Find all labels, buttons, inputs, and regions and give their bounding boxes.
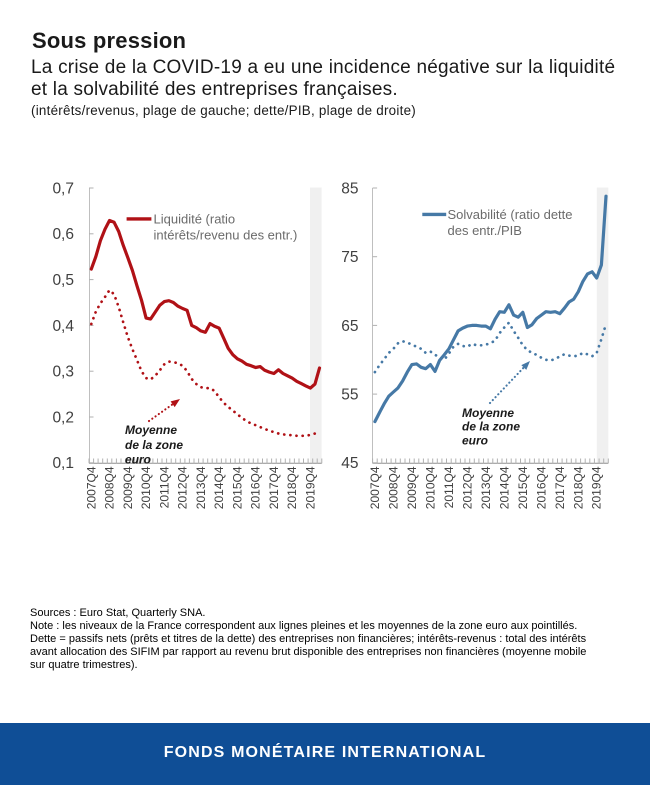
svg-text:2014Q4: 2014Q4 <box>497 466 511 509</box>
svg-text:2017Q4: 2017Q4 <box>553 466 567 509</box>
svg-text:65: 65 <box>341 318 358 335</box>
svg-text:0,2: 0,2 <box>52 409 74 426</box>
svg-text:2011Q4: 2011Q4 <box>157 466 171 508</box>
svg-text:2014Q4: 2014Q4 <box>212 466 226 509</box>
svg-text:intérêts/revenu des entr.): intérêts/revenu des entr.) <box>154 227 298 242</box>
svg-text:2019Q4: 2019Q4 <box>303 466 317 509</box>
svg-text:2012Q4: 2012Q4 <box>176 466 190 509</box>
svg-text:2008Q4: 2008Q4 <box>102 466 116 509</box>
svg-text:2018Q4: 2018Q4 <box>571 466 585 509</box>
svg-text:2016Q4: 2016Q4 <box>534 466 548 509</box>
svg-text:0,4: 0,4 <box>52 318 74 335</box>
svg-text:des entr./PIB: des entr./PIB <box>448 223 522 238</box>
svg-text:de la zone: de la zone <box>462 420 520 434</box>
svg-text:2012Q4: 2012Q4 <box>460 466 474 509</box>
svg-text:55: 55 <box>341 387 358 404</box>
svg-text:0,3: 0,3 <box>52 364 74 381</box>
svg-text:Liquidité (ratio: Liquidité (ratio <box>154 211 236 226</box>
svg-text:75: 75 <box>341 249 358 266</box>
svg-text:2016Q4: 2016Q4 <box>249 466 263 509</box>
svg-text:2018Q4: 2018Q4 <box>285 466 299 509</box>
svg-text:2015Q4: 2015Q4 <box>516 466 530 509</box>
svg-text:0,6: 0,6 <box>52 226 74 243</box>
svg-text:Moyenne: Moyenne <box>125 423 177 437</box>
svg-text:2013Q4: 2013Q4 <box>479 466 493 509</box>
svg-text:0,1: 0,1 <box>52 455 74 472</box>
svg-text:0,5: 0,5 <box>52 272 74 289</box>
svg-text:de la zone: de la zone <box>125 438 183 452</box>
svg-text:45: 45 <box>341 455 358 472</box>
svg-text:2007Q4: 2007Q4 <box>368 466 382 509</box>
svg-text:2013Q4: 2013Q4 <box>194 466 208 509</box>
svg-text:2009Q4: 2009Q4 <box>121 466 135 509</box>
svg-text:2019Q4: 2019Q4 <box>590 466 604 509</box>
svg-text:euro: euro <box>125 452 151 466</box>
svg-text:euro: euro <box>462 434 488 448</box>
svg-text:2015Q4: 2015Q4 <box>230 466 244 509</box>
svg-text:2008Q4: 2008Q4 <box>386 466 400 509</box>
svg-text:Solvabilité (ratio dette: Solvabilité (ratio dette <box>448 207 573 222</box>
svg-text:85: 85 <box>341 180 358 197</box>
svg-text:2010Q4: 2010Q4 <box>423 466 437 509</box>
svg-text:2009Q4: 2009Q4 <box>405 466 419 509</box>
svg-text:2011Q4: 2011Q4 <box>442 466 456 508</box>
svg-text:0,7: 0,7 <box>52 180 74 197</box>
svg-text:2010Q4: 2010Q4 <box>139 466 153 509</box>
svg-text:Moyenne: Moyenne <box>462 406 514 420</box>
svg-text:2007Q4: 2007Q4 <box>84 466 98 509</box>
svg-text:2017Q4: 2017Q4 <box>267 466 281 509</box>
